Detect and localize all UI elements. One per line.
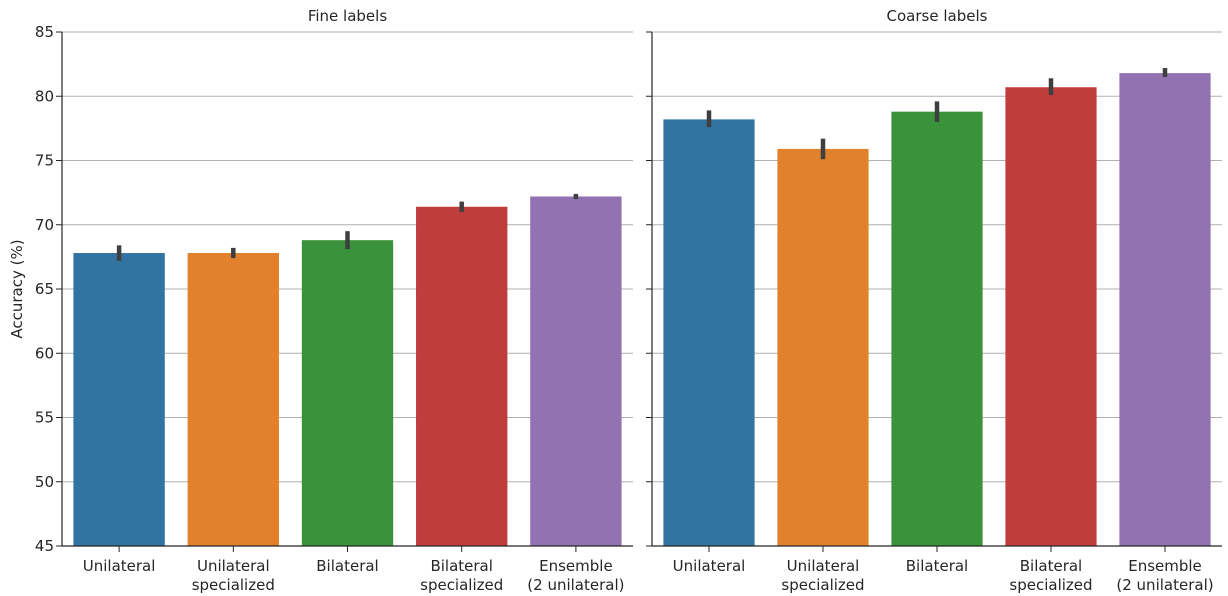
bar <box>663 119 755 546</box>
bar <box>187 253 279 546</box>
bar <box>416 206 508 546</box>
bar <box>73 253 165 546</box>
x-tick-label: Bilateral specialized <box>420 557 503 594</box>
bar <box>891 111 983 547</box>
y-tick-label: 70 <box>35 216 54 234</box>
y-tick-label: 45 <box>35 537 54 555</box>
y-axis-label: Accuracy (%) <box>8 239 26 338</box>
bar <box>301 240 394 547</box>
y-tick-label: 55 <box>35 409 54 427</box>
bar <box>530 196 622 547</box>
bar <box>777 148 869 546</box>
bar <box>1119 73 1211 547</box>
x-tick-label: Unilateral specialized <box>192 557 275 594</box>
x-tick-label: Unilateral specialized <box>781 557 864 594</box>
x-tick-label: Ensemble (2 unilateral) <box>527 557 624 594</box>
y-tick-label: 60 <box>35 344 54 362</box>
panel-title: Fine labels <box>308 7 387 25</box>
y-tick-label: 75 <box>35 152 54 170</box>
x-tick-label: Ensemble (2 unilateral) <box>1116 557 1213 594</box>
x-tick-label: Unilateral <box>83 557 156 575</box>
y-tick-label: 65 <box>35 280 54 298</box>
y-tick-label: 50 <box>35 473 54 491</box>
bar <box>1005 87 1097 546</box>
x-tick-label: Unilateral <box>673 557 746 575</box>
panel-title: Coarse labels <box>887 7 988 25</box>
y-tick-label: 85 <box>35 23 54 41</box>
x-tick-label: Bilateral specialized <box>1009 557 1092 594</box>
x-tick-label: Bilateral <box>906 557 968 575</box>
y-tick-label: 80 <box>35 87 54 105</box>
x-tick-label: Bilateral <box>316 557 378 575</box>
